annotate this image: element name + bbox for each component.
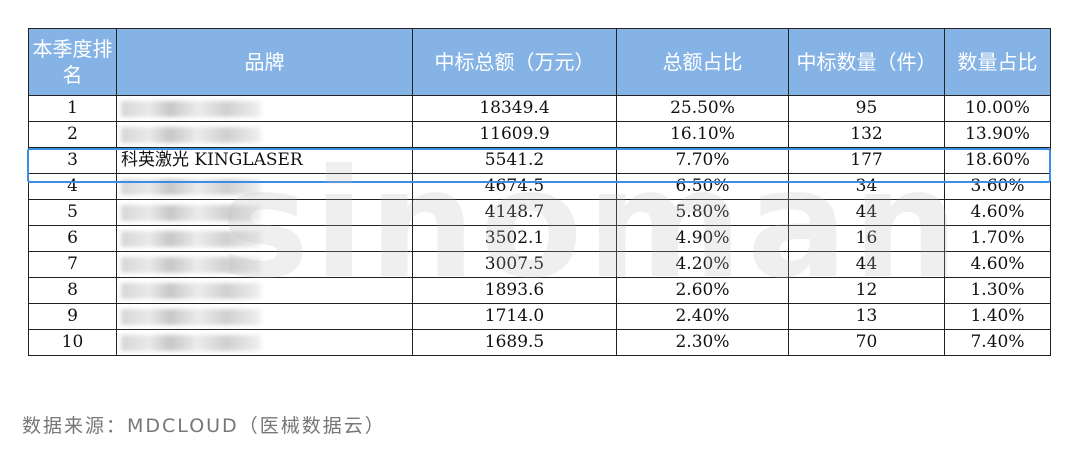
redacted-brand (121, 230, 261, 247)
cell-rank: 5 (28, 199, 117, 226)
table-header-row: 本季度排名 品牌 中标总额（万元） 总额占比 中标数量（件） 数量占比 (28, 28, 1051, 96)
redacted-brand (121, 308, 261, 325)
cell-rank: 4 (28, 173, 117, 200)
ranking-table-container: 本季度排名 品牌 中标总额（万元） 总额占比 中标数量（件） 数量占比 1 183… (27, 28, 1051, 356)
cell-amount-share: 25.50% (616, 95, 789, 122)
cell-count: 16 (788, 225, 945, 252)
cell-amount: 5541.2 (412, 147, 617, 174)
cell-amount: 1714.0 (412, 303, 617, 330)
cell-count: 13 (788, 303, 945, 330)
cell-rank: 9 (28, 303, 117, 330)
cell-brand (116, 199, 413, 226)
cell-rank: 1 (28, 95, 117, 122)
table-row: 8 1893.6 2.60% 12 1.30% (28, 277, 1051, 304)
cell-brand (116, 95, 413, 122)
cell-amount-share: 16.10% (616, 121, 789, 148)
cell-count: 44 (788, 251, 945, 278)
ranking-table: 本季度排名 品牌 中标总额（万元） 总额占比 中标数量（件） 数量占比 1 183… (28, 28, 1051, 356)
redacted-brand (121, 178, 261, 195)
redacted-brand (121, 282, 261, 299)
cell-count-share: 3.60% (944, 173, 1051, 200)
cell-amount: 4148.7 (412, 199, 617, 226)
table-row: 9 1714.0 2.40% 13 1.40% (28, 303, 1051, 330)
cell-amount-share: 2.30% (616, 329, 789, 356)
cell-rank: 10 (28, 329, 117, 356)
cell-amount-share: 2.40% (616, 303, 789, 330)
cell-brand (116, 173, 413, 200)
cell-count: 34 (788, 173, 945, 200)
table-row: 2 11609.9 16.10% 132 13.90% (28, 121, 1051, 148)
cell-brand (116, 251, 413, 278)
cell-count-share: 4.60% (944, 199, 1051, 226)
source-note: 数据来源：MDCLOUD（医械数据云） (22, 415, 386, 437)
table-row: 7 3007.5 4.20% 44 4.60% (28, 251, 1051, 278)
cell-amount-share: 2.60% (616, 277, 789, 304)
header-amount-share: 总额占比 (616, 28, 789, 96)
redacted-brand (121, 334, 261, 351)
cell-brand (116, 121, 413, 148)
table-row: 10 1689.5 2.30% 70 7.40% (28, 329, 1051, 356)
cell-count: 177 (788, 147, 945, 174)
cell-brand (116, 329, 413, 356)
cell-brand (116, 303, 413, 330)
redacted-brand (121, 256, 261, 273)
redacted-brand (121, 100, 261, 117)
cell-amount: 1689.5 (412, 329, 617, 356)
cell-amount-share: 5.80% (616, 199, 789, 226)
cell-brand: 科英激光 KINGLASER (116, 147, 413, 174)
cell-brand (116, 277, 413, 304)
cell-count: 44 (788, 199, 945, 226)
cell-count: 132 (788, 121, 945, 148)
cell-rank: 6 (28, 225, 117, 252)
cell-amount: 4674.5 (412, 173, 617, 200)
header-amount: 中标总额（万元） (412, 28, 617, 96)
cell-amount: 3502.1 (412, 225, 617, 252)
cell-rank: 2 (28, 121, 117, 148)
cell-count: 95 (788, 95, 945, 122)
table-body: 1 18349.4 25.50% 95 10.00% 2 11609.9 16.10% 132 1… (28, 95, 1051, 356)
cell-count-share: 1.70% (944, 225, 1051, 252)
redacted-brand (121, 126, 261, 143)
table-row: 6 3502.1 4.90% 16 1.70% (28, 225, 1051, 252)
cell-amount: 11609.9 (412, 121, 617, 148)
table-row: 4 4674.5 6.50% 34 3.60% (28, 173, 1051, 200)
cell-rank: 3 (28, 147, 117, 174)
cell-count-share: 1.40% (944, 303, 1051, 330)
cell-rank: 7 (28, 251, 117, 278)
cell-amount-share: 6.50% (616, 173, 789, 200)
table-row: 5 4148.7 5.80% 44 4.60% (28, 199, 1051, 226)
table-row: 1 18349.4 25.50% 95 10.00% (28, 95, 1051, 122)
cell-count-share: 13.90% (944, 121, 1051, 148)
redacted-brand (121, 204, 261, 221)
cell-count: 12 (788, 277, 945, 304)
header-count-share: 数量占比 (944, 28, 1051, 96)
cell-amount-share: 7.70% (616, 147, 789, 174)
cell-count-share: 7.40% (944, 329, 1051, 356)
table-row: 3 科英激光 KINGLASER 5541.2 7.70% 177 18.60% (28, 147, 1051, 174)
header-brand: 品牌 (116, 28, 413, 96)
header-rank: 本季度排名 (28, 28, 117, 96)
cell-amount-share: 4.20% (616, 251, 789, 278)
cell-count-share: 10.00% (944, 95, 1051, 122)
cell-rank: 8 (28, 277, 117, 304)
cell-count-share: 4.60% (944, 251, 1051, 278)
cell-count-share: 1.30% (944, 277, 1051, 304)
cell-count-share: 18.60% (944, 147, 1051, 174)
header-count: 中标数量（件） (788, 28, 945, 96)
cell-amount: 1893.6 (412, 277, 617, 304)
cell-amount: 3007.5 (412, 251, 617, 278)
cell-amount: 18349.4 (412, 95, 617, 122)
cell-brand (116, 225, 413, 252)
cell-amount-share: 4.90% (616, 225, 789, 252)
cell-count: 70 (788, 329, 945, 356)
